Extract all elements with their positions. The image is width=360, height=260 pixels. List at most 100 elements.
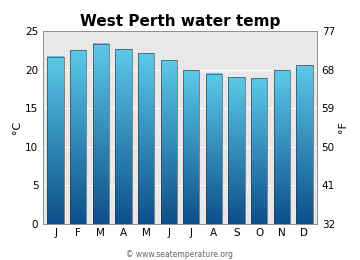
Bar xyxy=(274,127,290,129)
Bar xyxy=(296,114,312,115)
Bar xyxy=(183,163,199,164)
Bar xyxy=(228,162,245,163)
Bar xyxy=(251,99,267,100)
Bar xyxy=(70,150,86,152)
Bar xyxy=(296,81,312,82)
Bar xyxy=(48,140,64,141)
Bar xyxy=(296,66,312,67)
Bar xyxy=(296,144,312,145)
Bar xyxy=(251,181,267,182)
Bar xyxy=(138,104,154,105)
Bar xyxy=(228,184,245,185)
Bar xyxy=(296,202,312,204)
Bar xyxy=(206,133,222,135)
Bar xyxy=(228,139,245,140)
Bar xyxy=(161,71,177,72)
Bar xyxy=(228,83,245,84)
Bar xyxy=(183,75,199,77)
Bar xyxy=(274,114,290,115)
Bar xyxy=(274,178,290,179)
Bar xyxy=(206,147,222,148)
Bar xyxy=(206,100,222,102)
Bar xyxy=(48,218,64,219)
Bar xyxy=(93,183,109,184)
Bar xyxy=(296,109,312,110)
Bar xyxy=(48,90,64,91)
Bar xyxy=(115,159,132,161)
Bar xyxy=(48,221,64,223)
Bar xyxy=(296,142,312,143)
Bar xyxy=(138,138,154,139)
Bar xyxy=(48,100,64,101)
Bar xyxy=(70,146,86,147)
Bar xyxy=(296,172,312,173)
Bar xyxy=(183,93,199,94)
Bar xyxy=(48,119,64,120)
Bar xyxy=(183,170,199,172)
Bar xyxy=(183,113,199,114)
Bar xyxy=(48,113,64,114)
Bar xyxy=(115,205,132,206)
Bar xyxy=(48,64,64,66)
Bar xyxy=(138,155,154,157)
Bar xyxy=(48,62,64,63)
Bar xyxy=(296,133,312,134)
Bar xyxy=(161,144,177,145)
Bar xyxy=(70,160,86,161)
Bar xyxy=(115,85,132,86)
Bar xyxy=(296,198,312,199)
Bar xyxy=(115,173,132,175)
Bar xyxy=(48,190,64,191)
Bar xyxy=(251,169,267,170)
Bar xyxy=(183,160,199,161)
Bar xyxy=(251,166,267,167)
Bar xyxy=(206,166,222,168)
Bar xyxy=(115,119,132,120)
Bar xyxy=(183,174,199,176)
Bar xyxy=(138,93,154,94)
Bar xyxy=(296,92,312,94)
Bar xyxy=(161,65,177,66)
Bar xyxy=(228,89,245,90)
Bar xyxy=(206,173,222,174)
Bar xyxy=(296,193,312,194)
Bar xyxy=(138,97,154,98)
Bar xyxy=(115,200,132,202)
Bar xyxy=(93,93,109,94)
Bar xyxy=(274,101,290,102)
Bar xyxy=(138,183,154,184)
Bar xyxy=(296,97,312,98)
Bar xyxy=(206,214,222,216)
Bar xyxy=(296,137,312,138)
Bar xyxy=(251,155,267,157)
Bar xyxy=(206,146,222,148)
Bar xyxy=(228,137,245,138)
Bar xyxy=(161,182,177,183)
Bar xyxy=(183,195,199,196)
Bar xyxy=(274,181,290,183)
Bar xyxy=(228,145,245,147)
Bar xyxy=(48,89,64,90)
Bar xyxy=(251,90,267,92)
Bar xyxy=(138,112,154,113)
Bar xyxy=(228,168,245,169)
Bar xyxy=(48,72,64,73)
Bar xyxy=(206,94,222,95)
Bar xyxy=(274,87,290,88)
Bar xyxy=(251,179,267,180)
Bar xyxy=(115,127,132,128)
Bar xyxy=(206,114,222,115)
Bar xyxy=(183,140,199,141)
Bar xyxy=(48,123,64,125)
Bar xyxy=(138,212,154,213)
Bar xyxy=(70,222,86,224)
Bar xyxy=(251,207,267,208)
Bar xyxy=(70,219,86,220)
Bar xyxy=(251,151,267,152)
Bar xyxy=(274,203,290,204)
Bar xyxy=(115,142,132,143)
Bar xyxy=(138,122,154,123)
Bar xyxy=(48,169,64,170)
Bar xyxy=(296,136,312,137)
Bar xyxy=(251,184,267,185)
